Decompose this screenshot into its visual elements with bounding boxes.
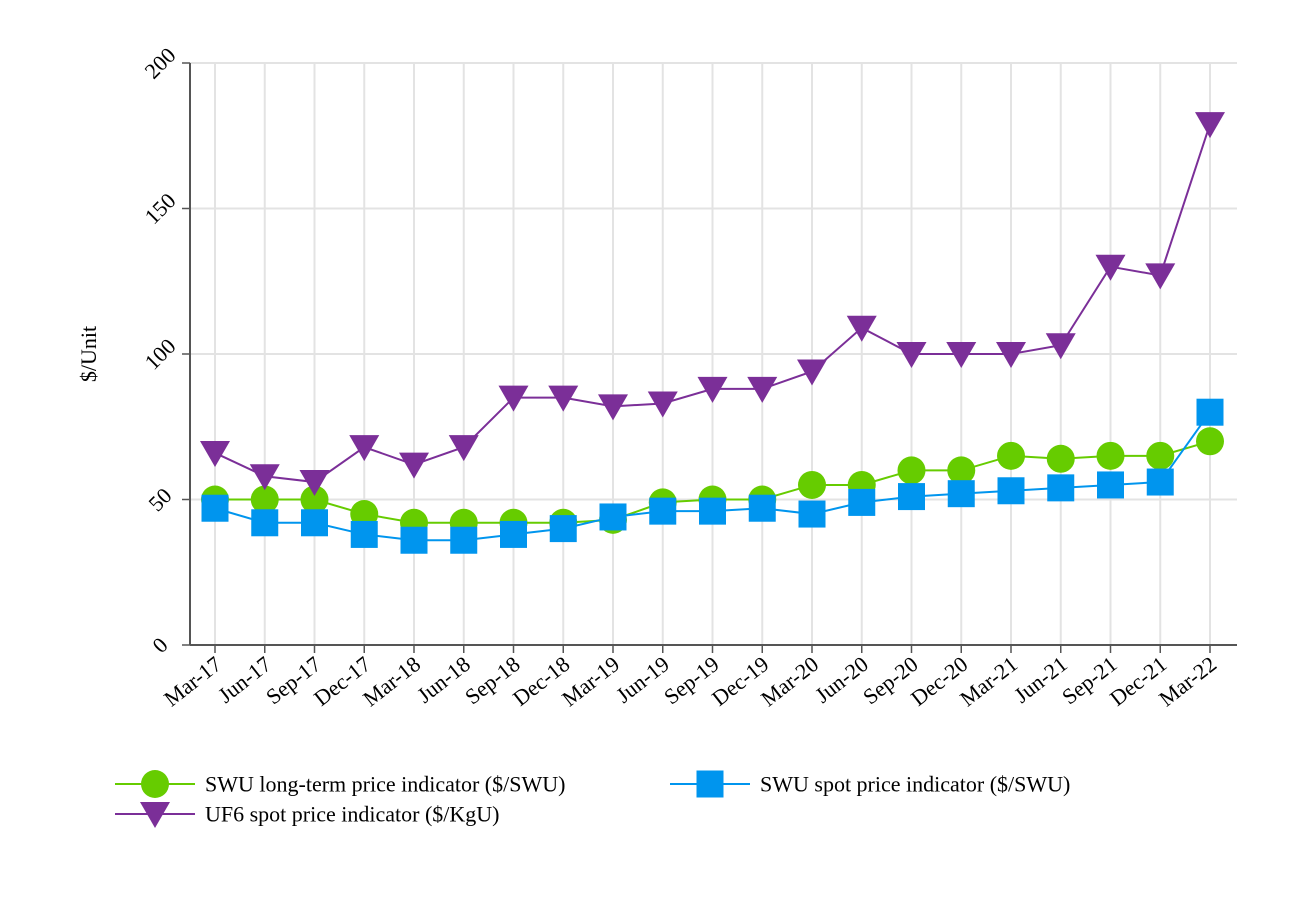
legend-item: SWU long-term price indicator ($/SWU) [115, 770, 565, 798]
y-axis-title: $/Unit [76, 326, 101, 382]
data-point [450, 526, 478, 554]
axes [182, 62, 1237, 653]
data-point [399, 452, 429, 479]
x-tick-label: Mar-21 [955, 651, 1022, 711]
data-point [997, 441, 1025, 470]
data-point [200, 440, 230, 467]
data-point [699, 497, 726, 525]
grid-lines [190, 62, 1237, 645]
data-point [350, 520, 378, 548]
data-point [1195, 112, 1225, 139]
x-tick-label: Mar-19 [557, 651, 624, 711]
data-point [1096, 441, 1125, 470]
series-2 [201, 398, 1224, 554]
data-point [251, 509, 279, 537]
legend-marker [141, 770, 169, 798]
data-point [549, 515, 577, 543]
data-point [250, 485, 279, 514]
data-point [1097, 471, 1124, 499]
tick-labels: 050100150200Mar-17Jun-17Sep-17Dec-17Mar-… [139, 42, 1221, 711]
y-tick-label: 0 [147, 632, 172, 657]
data-point [748, 494, 776, 522]
data-point [1145, 263, 1176, 290]
legend: SWU long-term price indicator ($/SWU) SWU… [115, 770, 1070, 828]
data-point [500, 520, 527, 548]
data-point [898, 483, 925, 511]
data-point [598, 394, 628, 421]
x-tick-label: Jun-20 [810, 651, 873, 708]
series-layer [200, 112, 1225, 554]
x-tick-label: Jun-19 [611, 651, 674, 708]
legend-marker [140, 802, 170, 828]
data-point [1196, 427, 1224, 456]
legend-label: SWU spot price indicator ($/SWU) [760, 772, 1070, 797]
data-point [249, 464, 280, 491]
data-point [1146, 441, 1175, 470]
data-point [947, 456, 976, 485]
x-tick-label: Jun-17 [213, 651, 276, 708]
x-tick-label: Mar-17 [159, 651, 226, 711]
data-point [301, 509, 328, 537]
data-point [1196, 398, 1224, 426]
data-point [448, 435, 479, 462]
data-point [897, 456, 926, 485]
data-point [1045, 333, 1076, 360]
data-point [997, 477, 1025, 505]
data-point [599, 503, 627, 531]
data-point [946, 342, 977, 368]
y-tick-label: 150 [139, 188, 180, 229]
data-point [1095, 254, 1126, 281]
y-tick-label: 50 [143, 483, 176, 516]
data-point [498, 385, 529, 412]
data-point [1146, 468, 1174, 496]
data-point [300, 485, 329, 514]
data-point [797, 359, 827, 386]
legend-label: UF6 spot price indicator ($/KgU) [205, 802, 500, 827]
x-tick-label: Mar-20 [756, 651, 823, 711]
data-point [798, 500, 826, 528]
data-point [548, 385, 579, 412]
data-point [400, 526, 428, 554]
legend-item: UF6 spot price indicator ($/KgU) [115, 802, 500, 828]
data-point [649, 497, 677, 525]
data-point [201, 494, 229, 522]
data-point [299, 470, 330, 497]
series-3 [200, 112, 1225, 497]
data-point [846, 315, 877, 342]
x-tick-label: Jun-21 [1009, 651, 1072, 708]
data-point [996, 342, 1026, 368]
x-tick-label: Mar-22 [1154, 651, 1221, 711]
legend-item: SWU spot price indicator ($/SWU) [670, 770, 1070, 798]
legend-label: SWU long-term price indicator ($/SWU) [205, 772, 565, 797]
data-point [848, 488, 876, 516]
data-point [1047, 474, 1075, 502]
data-point [896, 342, 927, 368]
data-point [697, 376, 728, 403]
legend-marker [696, 770, 724, 798]
data-point [349, 435, 380, 462]
data-point [747, 376, 778, 403]
data-point [1046, 444, 1075, 473]
data-point [798, 470, 826, 499]
data-point [947, 480, 975, 508]
x-tick-label: Jun-18 [412, 651, 475, 708]
y-tick-label: 100 [139, 333, 180, 374]
x-tick-label: Mar-18 [358, 651, 425, 711]
data-point [647, 391, 678, 418]
y-tick-label: 200 [139, 42, 180, 83]
